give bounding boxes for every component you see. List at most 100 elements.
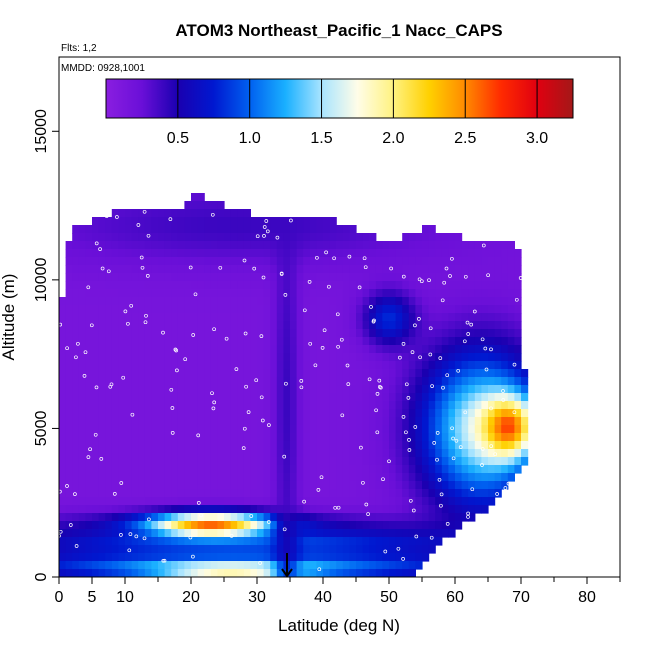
- heatmap-cell: [151, 377, 159, 386]
- heatmap-cell: [514, 417, 522, 426]
- heatmap-cell: [375, 393, 383, 402]
- heatmap-cell: [72, 305, 80, 314]
- heatmap-cell: [131, 297, 139, 306]
- heatmap-cell: [243, 225, 251, 234]
- heatmap-cell: [441, 441, 449, 450]
- heatmap-cell: [230, 425, 238, 434]
- heatmap-cell: [323, 409, 331, 418]
- heatmap-cell: [408, 377, 416, 386]
- heatmap-cell: [448, 345, 456, 354]
- heatmap-cell: [263, 457, 271, 466]
- sample-marker: [483, 346, 488, 351]
- heatmap-cell: [362, 393, 370, 402]
- heatmap-cell: [303, 369, 311, 378]
- heatmap-cell: [270, 489, 278, 498]
- heatmap-cell: [336, 321, 344, 330]
- heatmap-cell: [92, 505, 100, 514]
- heatmap-cell: [105, 289, 113, 298]
- heatmap-cell: [323, 449, 331, 458]
- heatmap-cell: [131, 433, 139, 442]
- heatmap-cell: [144, 401, 152, 410]
- heatmap-cell: [395, 497, 403, 506]
- heatmap-cell: [125, 297, 133, 306]
- heatmap-cell: [415, 273, 423, 282]
- heatmap-cell: [276, 241, 284, 250]
- heatmap-cell: [494, 305, 502, 314]
- sample-marker: [147, 517, 151, 522]
- heatmap-cell: [158, 457, 166, 466]
- heatmap-cell: [303, 425, 311, 434]
- heatmap-cell: [382, 305, 390, 314]
- heatmap-cell: [448, 289, 456, 298]
- heatmap-cell: [290, 273, 298, 282]
- heatmap-cell: [435, 481, 443, 490]
- heatmap-cell: [78, 377, 86, 386]
- sample-marker: [191, 333, 196, 337]
- heatmap-cell: [323, 217, 331, 226]
- heatmap-cell: [369, 289, 377, 298]
- heatmap-cell: [270, 241, 278, 250]
- heatmap-cell: [468, 353, 476, 362]
- heatmap-cell: [111, 305, 119, 314]
- heatmap-cell: [151, 281, 159, 290]
- heatmap-cell: [118, 321, 126, 330]
- heatmap-cell: [303, 537, 311, 546]
- heatmap-cell: [356, 241, 364, 250]
- heatmap-cell: [171, 561, 179, 570]
- heatmap-cell: [217, 481, 225, 490]
- heatmap-cell: [92, 441, 100, 450]
- heatmap-cell: [125, 457, 133, 466]
- heatmap-cell: [177, 249, 185, 258]
- heatmap-cell: [395, 297, 403, 306]
- heatmap-cell: [85, 281, 93, 290]
- heatmap-cell: [501, 385, 509, 394]
- heatmap-cell: [323, 369, 331, 378]
- heatmap-cell: [428, 353, 436, 362]
- heatmap-cell: [441, 497, 449, 506]
- heatmap-cell: [177, 353, 185, 362]
- heatmap-cell: [309, 417, 317, 426]
- heatmap-cell: [408, 281, 416, 290]
- heatmap-cell: [290, 545, 298, 554]
- heatmap-cell: [125, 249, 133, 258]
- heatmap-cell: [329, 537, 337, 546]
- heatmap-cell: [309, 481, 317, 490]
- heatmap-cell: [474, 281, 482, 290]
- heatmap-cell: [191, 569, 199, 577]
- sample-marker: [506, 481, 511, 486]
- heatmap-cell: [125, 489, 133, 498]
- heatmap-cell: [283, 217, 291, 226]
- heatmap-cell: [144, 353, 152, 362]
- heatmap-cell: [243, 209, 251, 218]
- heatmap-cell: [323, 529, 331, 538]
- heatmap-cell: [448, 257, 456, 266]
- heatmap-cell: [501, 481, 509, 490]
- sample-marker: [347, 254, 352, 259]
- heatmap-cell: [98, 457, 106, 466]
- heatmap-cell: [171, 505, 179, 514]
- heatmap-cell: [428, 265, 436, 274]
- heatmap-cell: [521, 457, 529, 466]
- heatmap-cell: [197, 193, 205, 202]
- heatmap-cell: [250, 457, 258, 466]
- heatmap-cell: [243, 305, 251, 314]
- heatmap-cell: [349, 385, 357, 394]
- heatmap-cell: [494, 401, 502, 410]
- heatmap-cell: [191, 305, 199, 314]
- heatmap-cell: [125, 361, 133, 370]
- heatmap-cell: [184, 281, 192, 290]
- heatmap-cell: [296, 249, 304, 258]
- heatmap-cell: [72, 353, 80, 362]
- sample-marker: [249, 514, 254, 518]
- heatmap-cell: [362, 441, 370, 450]
- heatmap-cell: [111, 297, 119, 306]
- heatmap-cell: [362, 481, 370, 490]
- heatmap-cell: [303, 249, 311, 258]
- heatmap-cell: [131, 313, 139, 322]
- heatmap-cell: [72, 281, 80, 290]
- heatmap-cell: [65, 273, 73, 282]
- heatmap-cell: [243, 449, 251, 458]
- heatmap-cell: [197, 521, 205, 530]
- heatmap-cell: [369, 377, 377, 386]
